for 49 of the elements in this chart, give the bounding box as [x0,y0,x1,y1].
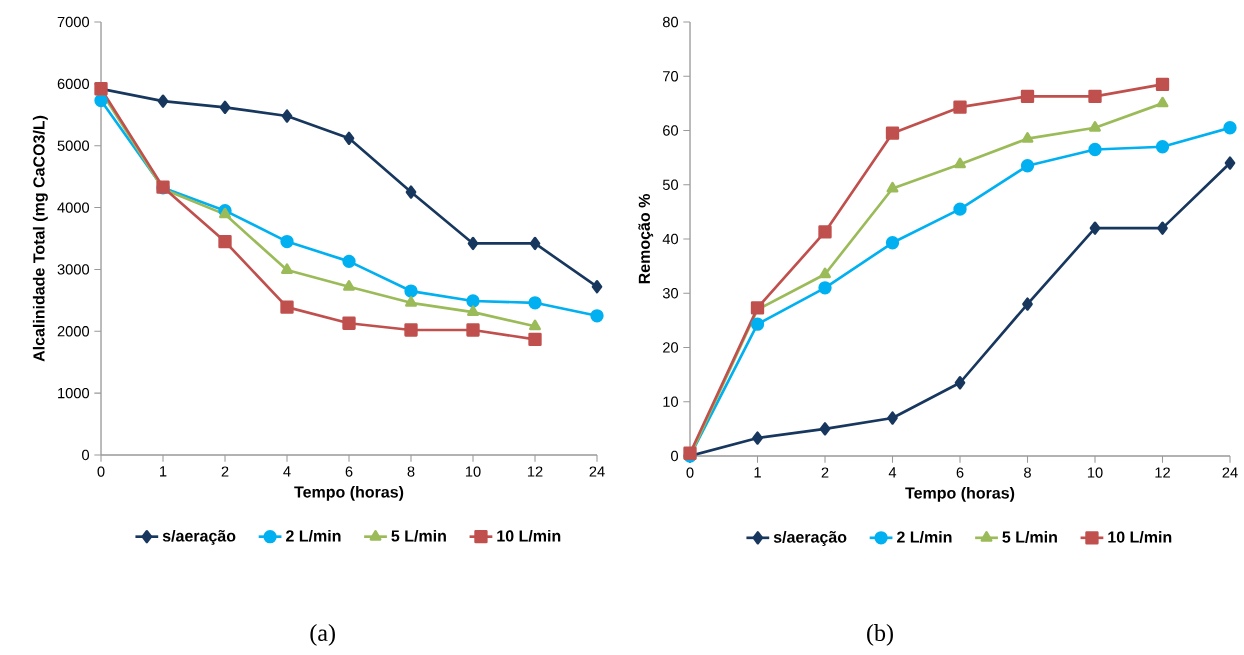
y-tick-label: 3000 [57,264,90,275]
y-tick-label: 20 [663,342,679,353]
y-tick-label: 7000 [57,16,90,28]
y-tick-label: 5000 [57,140,90,151]
y-tick-label: 80 [662,16,679,28]
x-tick-label: 24 [589,466,605,477]
y-tick-label: 2000 [57,326,90,337]
x-tick-label: 12 [527,466,543,477]
x-tick-label: 8 [1024,467,1031,478]
text: (b) [867,624,893,646]
legend-label: 2 L/min [286,529,341,542]
x-tick-label: 10 [1087,467,1103,478]
y-tick-label: 0 [82,449,90,461]
x-tick-label: 0 [97,466,105,477]
y-tick-label: 4000 [57,202,90,213]
y-tick-label: 30 [662,288,679,299]
text: (a) [310,624,335,646]
legend-label: 5 L/min [391,529,446,542]
y-axis-title: Remoção % [638,194,654,284]
y-axis-title: Alcalinidade Total (mg CaCO3/L) [32,115,48,362]
x-tick-label: 8 [407,466,415,477]
legend-label: 10 L/min [497,529,561,542]
x-tick-label: 6 [345,466,353,477]
x-tick-label: 24 [1222,467,1238,478]
x-tick-label: 0 [686,467,694,478]
x-tick-label: 12 [1155,467,1170,478]
legend-label: s/aeração [162,529,236,545]
legend-label: s/aeração [773,531,847,546]
y-tick-label: 60 [663,125,679,136]
x-tick-label: 1 [754,467,761,478]
y-tick-label: 1000 [58,387,90,399]
x-axis-title: Tempo (horas) [294,485,404,501]
x-tick-label: 6 [956,467,964,478]
y-tick-label: 70 [663,71,679,82]
y-tick-label: 40 [662,233,679,245]
x-tick-label: 4 [888,467,897,478]
x-tick-label: 10 [465,466,481,477]
x-tick-label: 2 [821,467,829,478]
legend-label: 2 L/min [897,531,952,543]
y-tick-label: 50 [662,179,679,190]
x-tick-label: 2 [221,466,229,477]
y-tick-label: 6000 [57,78,90,90]
y-tick-label: 10 [663,396,679,407]
legend-label: 5 L/min [1002,531,1057,543]
x-tick-label: 1 [160,466,167,477]
y-tick-label: 0 [671,450,679,462]
x-tick-label: 4 [283,466,291,477]
x-axis-title: Tempo (horas) [905,486,1015,502]
legend-label: 10 L/min [1108,531,1172,543]
